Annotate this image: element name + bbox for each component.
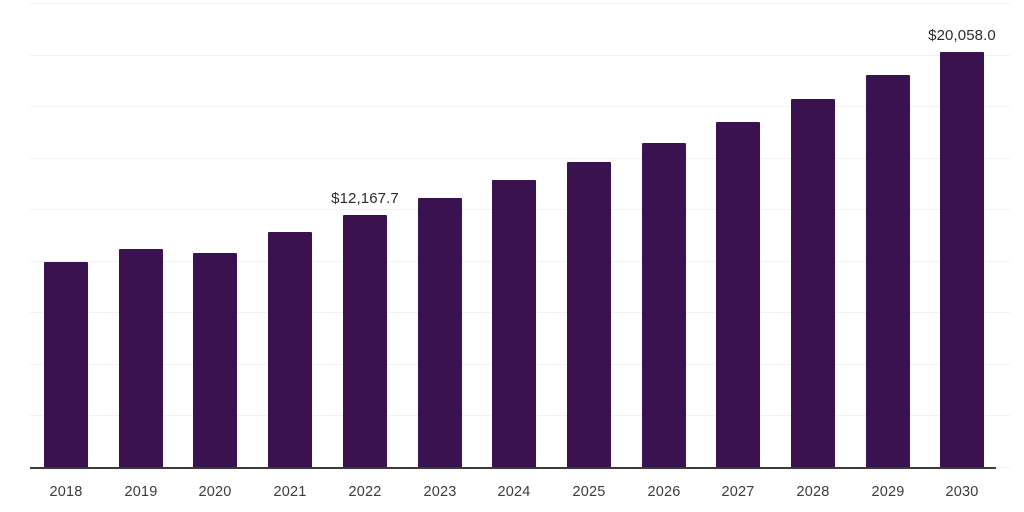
bar-2024[interactable]	[492, 180, 536, 467]
x-tick-label-2025: 2025	[572, 484, 606, 500]
x-tick-label-2023: 2023	[423, 484, 457, 500]
x-tick-label-2019: 2019	[124, 484, 158, 500]
x-tick-label-2022: 2022	[348, 484, 382, 500]
bar-2020[interactable]	[193, 253, 237, 467]
x-tick-label-2018: 2018	[49, 484, 83, 500]
x-tick-label-2020: 2020	[198, 484, 232, 500]
bar-2027[interactable]	[716, 122, 760, 467]
bar-2030[interactable]	[940, 52, 984, 467]
x-axis-line	[30, 467, 996, 469]
bar-2019[interactable]	[119, 249, 163, 467]
bar-2026[interactable]	[642, 143, 686, 467]
x-tick-label-2028: 2028	[796, 484, 830, 500]
x-tick-label-2027: 2027	[721, 484, 755, 500]
bar-2023[interactable]	[418, 198, 462, 467]
x-tick-label-2029: 2029	[871, 484, 905, 500]
bar-2018[interactable]	[44, 262, 88, 467]
x-tick-label-2024: 2024	[497, 484, 531, 500]
bar-2022[interactable]	[343, 215, 387, 467]
x-tick-label-2030: 2030	[945, 484, 979, 500]
bar-2025[interactable]	[567, 162, 611, 467]
bar-value-label-2022: $12,167.7	[331, 190, 399, 207]
bar-2028[interactable]	[791, 99, 835, 467]
bar-2021[interactable]	[268, 232, 312, 467]
x-tick-label-2026: 2026	[647, 484, 681, 500]
bar-2029[interactable]	[866, 75, 910, 467]
bar-value-label-2030: $20,058.0	[928, 27, 996, 44]
x-tick-label-2021: 2021	[273, 484, 307, 500]
